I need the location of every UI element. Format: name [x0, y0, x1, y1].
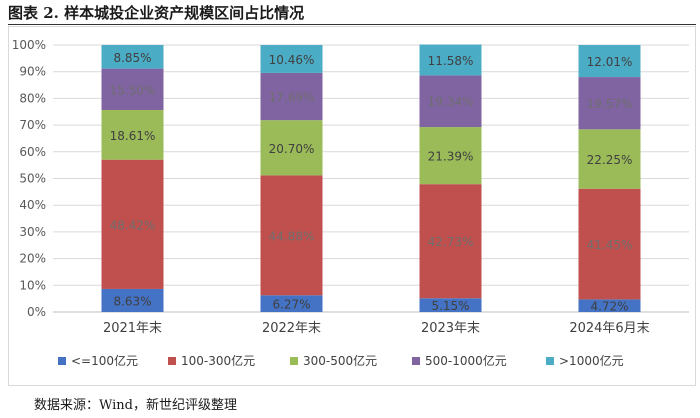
- bar-segment: [419, 75, 482, 128]
- data-label: 41.45%: [587, 238, 633, 252]
- data-label: 42.73%: [428, 235, 474, 249]
- y-tick-label: 60%: [19, 145, 46, 159]
- bar-segment: [578, 77, 641, 130]
- data-label: 19.34%: [428, 95, 474, 109]
- y-tick-label: 80%: [19, 91, 46, 105]
- legend-swatch: [546, 357, 554, 365]
- bar-segment: [101, 68, 164, 110]
- y-tick-label: 100%: [12, 38, 46, 52]
- source-note: 数据来源：Wind，新世纪评级整理: [34, 398, 237, 413]
- data-label: 15.50%: [110, 83, 156, 97]
- stacked-bar-chart: 0% 10% 20% 30% 40% 50% 60% 70% 80% 90% 100% 8.63% 48…: [12, 38, 689, 368]
- bar-segment: [101, 109, 164, 160]
- bar-segment: [101, 159, 164, 289]
- y-tick-label: 70%: [19, 118, 46, 132]
- bar-segment: [260, 120, 323, 176]
- data-label: 5.15%: [431, 299, 469, 313]
- data-label: 20.70%: [269, 142, 315, 156]
- data-label: 6.27%: [272, 298, 310, 312]
- data-label: 10.46%: [269, 53, 315, 67]
- bar-segment: [101, 288, 164, 312]
- data-label: 17.69%: [269, 91, 315, 105]
- bar-segment: [260, 45, 323, 73]
- legend-label: 300-500亿元: [303, 353, 377, 368]
- title-rule: [8, 24, 696, 25]
- x-tick-label: 2024年6月末: [569, 321, 649, 336]
- data-label: 22.25%: [587, 153, 633, 167]
- data-label: 8.63%: [113, 294, 151, 308]
- x-tick-label: 2022年末: [262, 321, 321, 336]
- legend-label: >1000亿元: [559, 353, 624, 368]
- data-label: 8.85%: [113, 51, 151, 65]
- data-label: 18.61%: [110, 129, 156, 143]
- legend-label: <=100亿元: [71, 353, 138, 368]
- y-tick-label: 0%: [27, 305, 46, 319]
- x-tick-label: 2023年末: [421, 321, 480, 336]
- legend-swatch: [412, 357, 420, 365]
- chart-container: 0% 10% 20% 30% 40% 50% 60% 70% 80% 90% 100% 8.63% 48…: [8, 26, 696, 386]
- bar-segment: [260, 72, 323, 121]
- bar-segment: [419, 184, 482, 299]
- bar-segment: [578, 129, 641, 189]
- bar-segment: [101, 44, 164, 69]
- legend-swatch: [290, 357, 298, 365]
- figure-title: 图表 2. 样本城投企业资产规模区间占比情况: [8, 4, 305, 22]
- data-label: 44.88%: [269, 229, 315, 243]
- data-label: 21.39%: [428, 150, 474, 164]
- bar-segment: [419, 127, 482, 185]
- y-tick-label: 50%: [19, 172, 46, 186]
- data-label: 12.01%: [587, 55, 633, 69]
- bar-segment: [578, 45, 641, 78]
- y-tick-label: 10%: [19, 278, 46, 292]
- bar-segment: [260, 175, 323, 296]
- x-tick-label: 2021年末: [103, 321, 162, 336]
- y-tick-label: 40%: [19, 198, 46, 212]
- legend-label: 100-300亿元: [181, 353, 255, 368]
- legend-swatch: [168, 357, 176, 365]
- data-label: 48.42%: [110, 218, 156, 232]
- bar-segment: [578, 299, 641, 312]
- bar-segment: [419, 44, 482, 76]
- y-tick-label: 90%: [19, 65, 46, 79]
- data-label: 11.58%: [428, 54, 474, 68]
- y-tick-label: 30%: [19, 225, 46, 239]
- bar-segment: [260, 295, 323, 312]
- data-label: 19.57%: [587, 97, 633, 111]
- bar-segment: [578, 188, 641, 300]
- bar-segment: [419, 298, 482, 312]
- legend-swatch: [58, 357, 66, 365]
- y-tick-label: 20%: [19, 252, 46, 266]
- legend-label: 500-1000亿元: [425, 353, 507, 368]
- data-label: 4.72%: [590, 300, 628, 314]
